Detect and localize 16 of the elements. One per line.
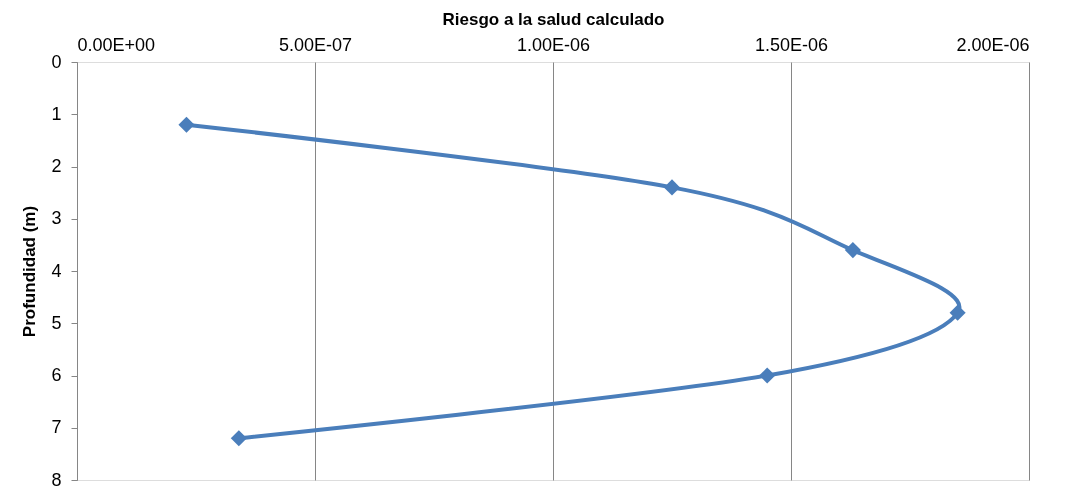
x-axis-title: Riesgo a la salud calculado: [442, 9, 665, 29]
y-tick-label: 7: [51, 417, 62, 438]
y-tick-label: 1: [51, 103, 62, 124]
y-tick-label: 3: [51, 208, 62, 229]
x-tick-label: 1.00E-06: [516, 34, 591, 55]
x-tick-label: 1.50E-06: [754, 34, 829, 55]
y-tick-label: 6: [51, 365, 62, 385]
y-tick-label: 4: [51, 260, 62, 281]
x-tick-label: 0.00E+00: [77, 34, 156, 55]
y-tick-label: 8: [51, 469, 62, 490]
y-axis-title: Profundidad (m): [20, 205, 40, 338]
x-tick-label: 5.00E-07: [278, 34, 353, 55]
y-tick-label: 2: [51, 156, 62, 176]
y-tick-label: 0: [51, 51, 62, 72]
x-tick-label: 2.00E-06: [956, 34, 1030, 55]
y-tick-label: 5: [51, 312, 62, 333]
